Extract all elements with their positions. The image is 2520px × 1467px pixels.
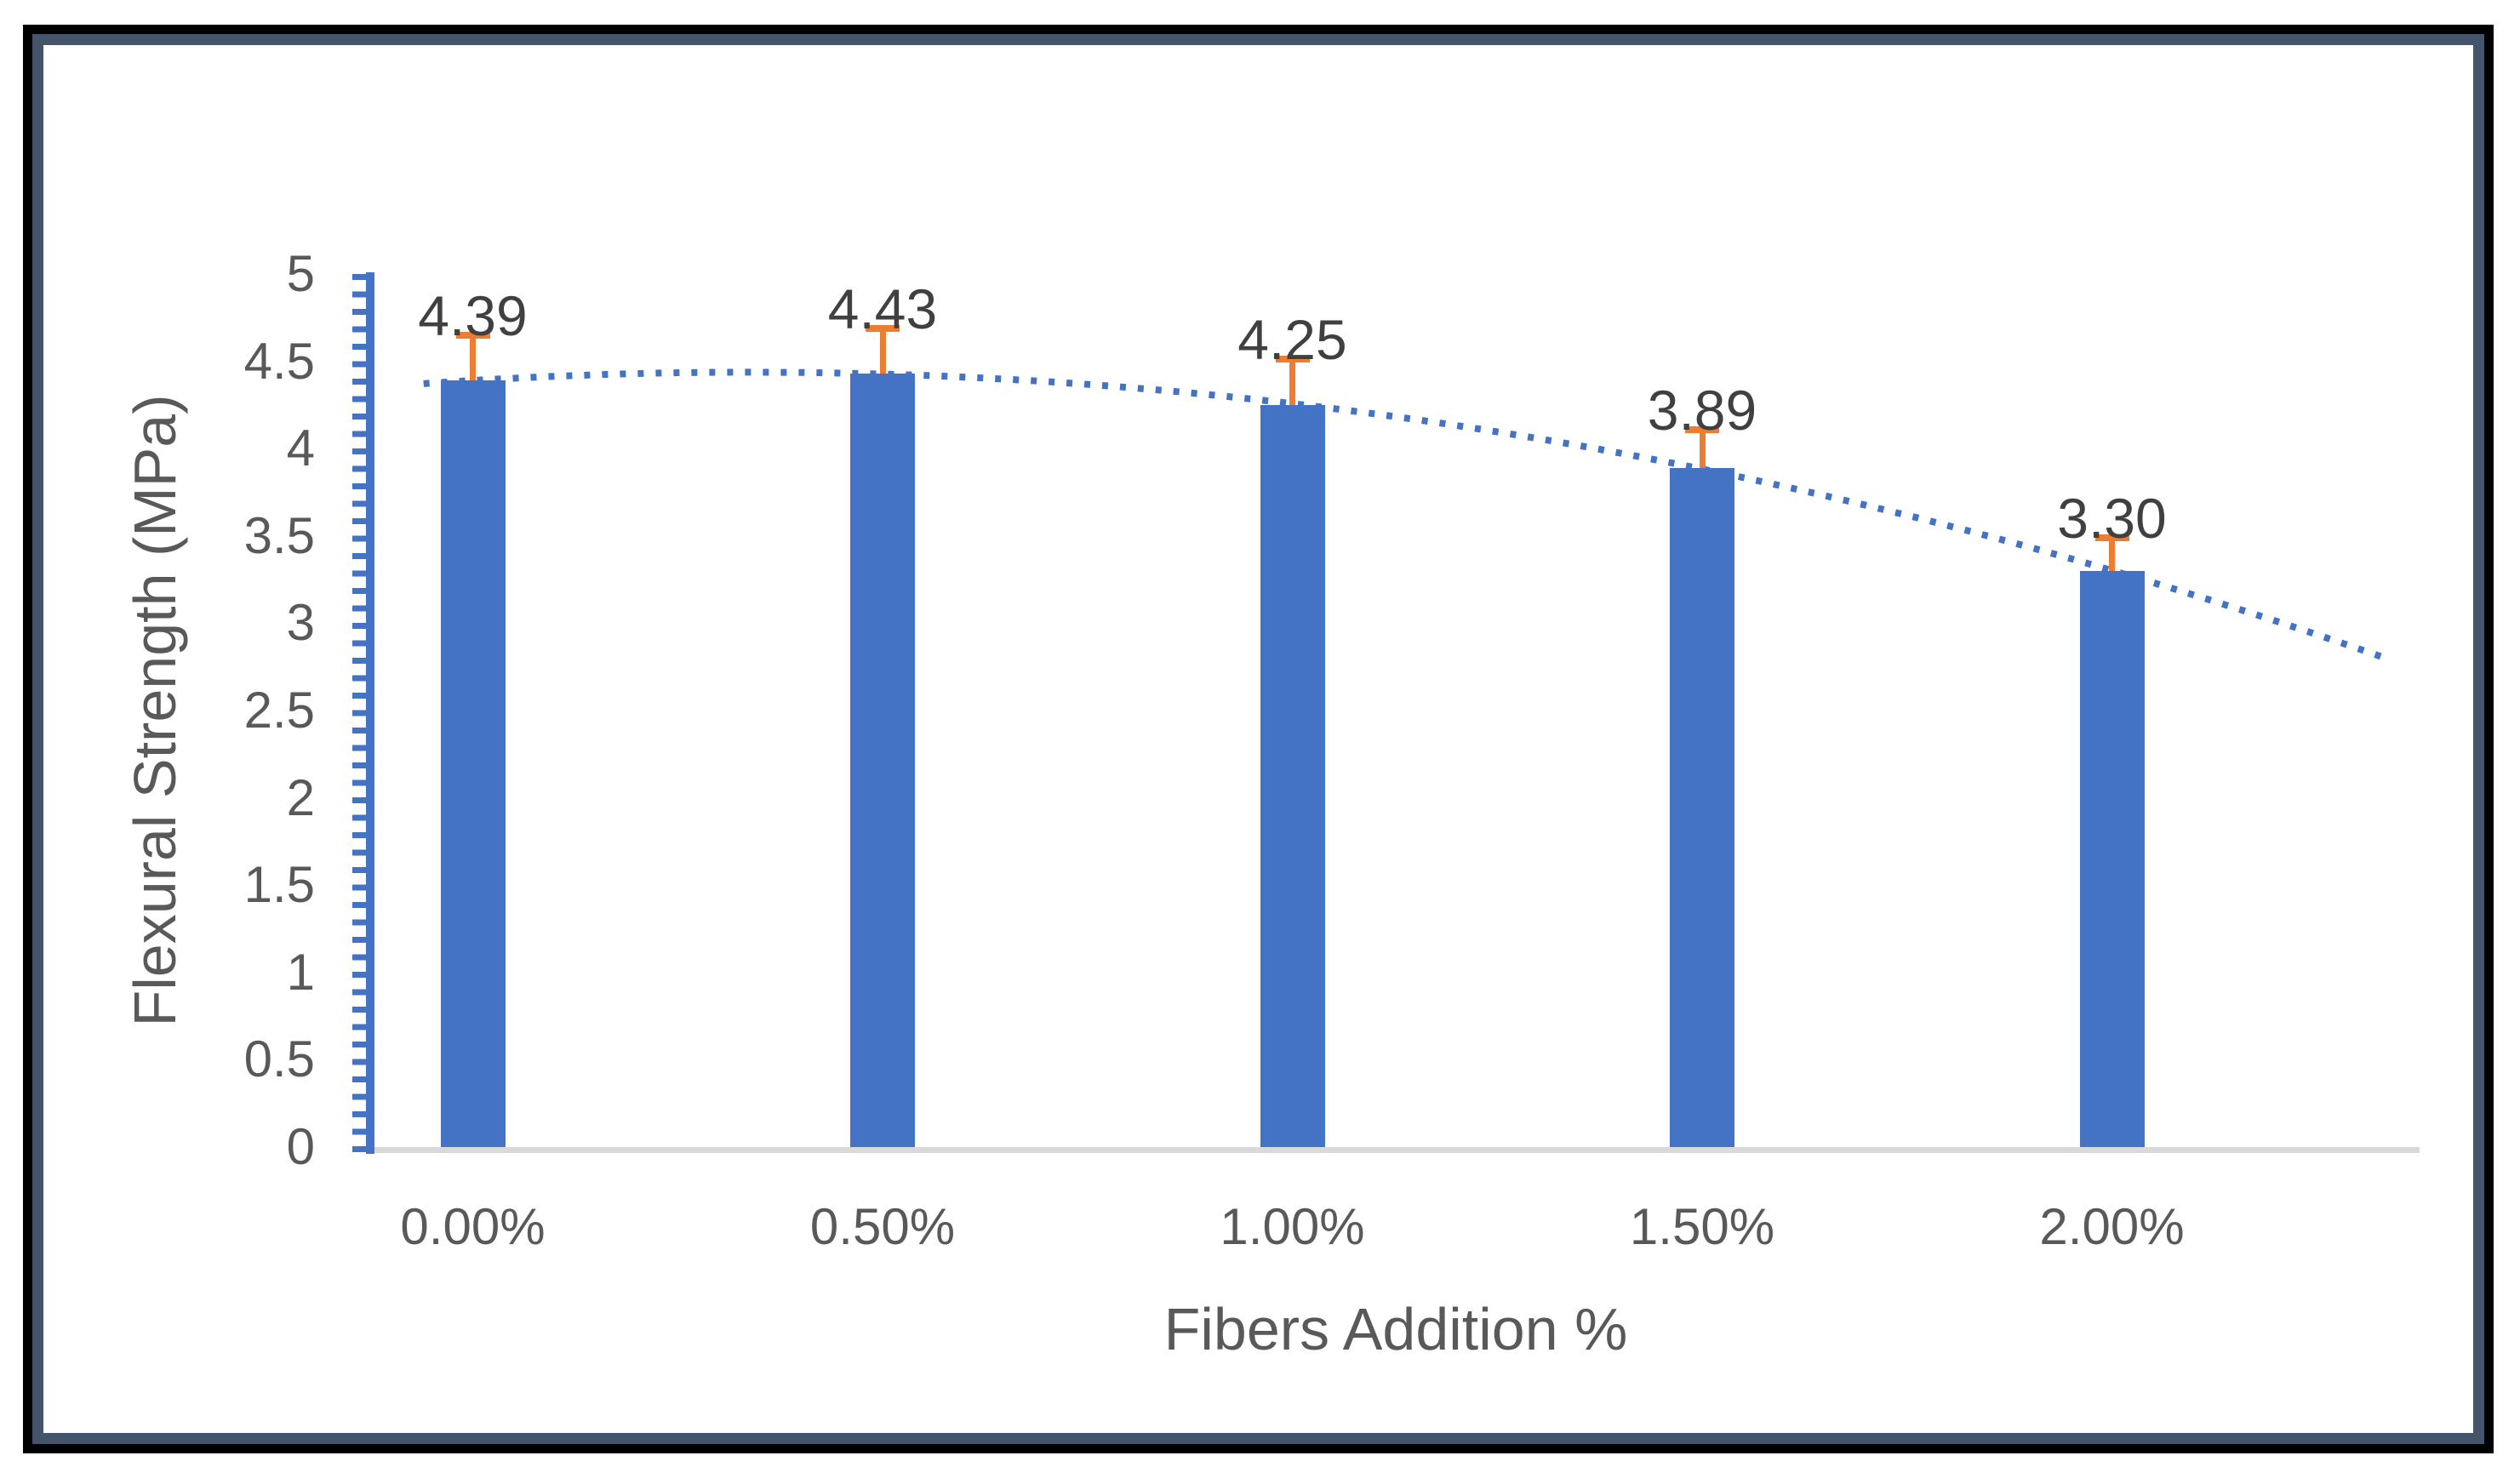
value-label: 4.39	[418, 283, 528, 347]
value-label: 4.25	[1237, 308, 1347, 372]
y-axis-minor-ticks	[352, 274, 366, 1152]
bar	[1670, 467, 1734, 1147]
value-label: 3.89	[1647, 378, 1757, 442]
value-label: 4.43	[827, 277, 938, 340]
error-bar-whisker	[879, 324, 886, 374]
x-axis-title: Fibers Addition %	[1163, 1296, 1628, 1362]
x-tick-label: 2.00%	[2039, 1198, 2185, 1255]
y-tick-label: 5	[286, 245, 315, 302]
bar	[1260, 404, 1325, 1147]
y-tick-label: 3.5	[243, 506, 315, 564]
bar	[850, 373, 915, 1147]
bar	[440, 380, 506, 1147]
error-bar-whisker	[1289, 356, 1295, 405]
y-tick-label: 0.5	[243, 1030, 315, 1088]
y-tick-label: 3	[286, 594, 315, 652]
error-bar-whisker	[2109, 534, 2115, 571]
error-bar-whisker	[1699, 425, 1706, 468]
y-tick-label: 4.5	[243, 332, 315, 390]
trendline-path	[423, 368, 2392, 664]
bar	[2079, 570, 2145, 1147]
error-bar-cap	[2094, 534, 2129, 541]
error-bar-cap	[866, 324, 900, 332]
y-tick-label: 2	[286, 768, 315, 826]
x-axis-line	[366, 1147, 2420, 1153]
x-tick-label: 0.00%	[400, 1198, 546, 1255]
error-bar-cap	[1275, 356, 1310, 363]
x-tick-label: 1.50%	[1629, 1198, 1775, 1255]
y-tick-label: 1.5	[243, 856, 315, 914]
x-tick-label: 0.50%	[809, 1198, 956, 1255]
y-axis-line	[366, 272, 374, 1154]
y-tick-label: 0	[286, 1118, 315, 1175]
value-label: 3.30	[2057, 486, 2167, 550]
y-tick-label: 2.5	[243, 682, 315, 739]
error-bar-cap	[455, 331, 490, 339]
y-tick-label: 1	[286, 943, 315, 1001]
error-bar-whisker	[470, 331, 476, 381]
error-bar-cap	[1685, 425, 1719, 433]
x-tick-label: 1.00%	[1220, 1198, 1365, 1255]
y-tick-label: 4	[286, 420, 315, 477]
